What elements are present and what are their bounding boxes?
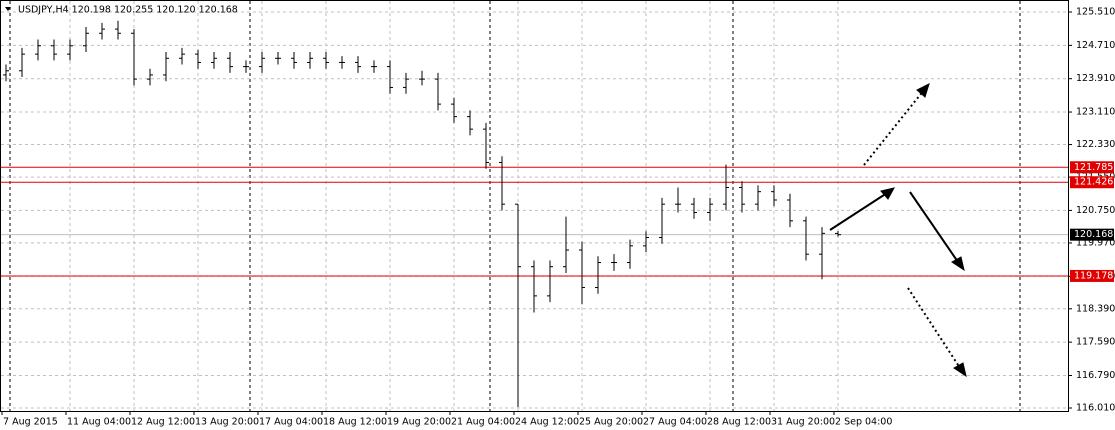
x-tick-label: 28 Aug 12:00 bbox=[707, 417, 771, 428]
x-tick-label: 13 Aug 20:00 bbox=[195, 417, 259, 428]
plot-frame bbox=[0, 0, 1069, 412]
y-tick-label: 123.910 bbox=[1076, 73, 1115, 84]
level-box bbox=[1070, 176, 1114, 189]
x-tick-label: 19 Aug 20:00 bbox=[387, 417, 451, 428]
menu-triangle bbox=[5, 7, 11, 11]
x-tick-label: 7 Aug 2015 bbox=[3, 417, 58, 428]
y-tick-label: 125.510 bbox=[1076, 7, 1115, 18]
period-separators bbox=[9, 1, 1021, 411]
x-tick-label: 27 Aug 04:00 bbox=[643, 417, 707, 428]
level-label: 121.426 bbox=[1074, 177, 1113, 188]
y-tick-label: 118.390 bbox=[1076, 303, 1115, 314]
arrow bbox=[907, 287, 961, 369]
arrowhead bbox=[951, 256, 965, 272]
current-price-label: 120.168 bbox=[1074, 229, 1113, 240]
y-tick-label: 122.330 bbox=[1076, 139, 1115, 150]
y-tick-label: 119.970 bbox=[1076, 237, 1115, 248]
x-tick-label: 2 Sep 04:00 bbox=[835, 417, 892, 428]
arrow bbox=[909, 191, 959, 263]
level-box bbox=[1070, 269, 1114, 282]
x-tick-label: 11 Aug 04:00 bbox=[67, 417, 131, 428]
chart-title: USDJPY,H4 120.198 120.255 120.120 120.16… bbox=[18, 5, 238, 16]
bars bbox=[3, 20, 841, 408]
arrowhead bbox=[916, 83, 930, 98]
axis-labels: 116.010116.790117.590118.390119.170119.9… bbox=[1, 7, 1115, 428]
y-tick-label: 116.010 bbox=[1076, 403, 1115, 414]
arrow bbox=[863, 89, 925, 166]
annotation-arrows bbox=[829, 83, 967, 378]
x-tick-label: 12 Aug 12:00 bbox=[131, 417, 195, 428]
level-label: 121.785 bbox=[1074, 162, 1113, 173]
level-label: 119.178 bbox=[1074, 270, 1113, 281]
arrowhead bbox=[953, 362, 967, 378]
arrowhead bbox=[880, 187, 895, 200]
arrow bbox=[829, 192, 888, 231]
level-box bbox=[1070, 161, 1114, 174]
current-price-box bbox=[1070, 228, 1114, 241]
x-tick-label: 17 Aug 04:00 bbox=[259, 417, 323, 428]
x-tick-label: 25 Aug 20:00 bbox=[579, 417, 643, 428]
y-tick-label: 124.710 bbox=[1076, 40, 1115, 51]
y-tick-label: 120.750 bbox=[1076, 205, 1115, 216]
y-tick-label: 123.110 bbox=[1076, 107, 1115, 118]
x-tick-label: 24 Aug 12:00 bbox=[515, 417, 579, 428]
y-tick-label: 117.590 bbox=[1076, 337, 1115, 348]
x-tick-label: 18 Aug 12:00 bbox=[323, 417, 387, 428]
x-tick-label: 21 Aug 04:00 bbox=[451, 417, 515, 428]
y-tick-label: 116.790 bbox=[1076, 370, 1115, 381]
x-tick-label: 31 Aug 20:00 bbox=[771, 417, 835, 428]
